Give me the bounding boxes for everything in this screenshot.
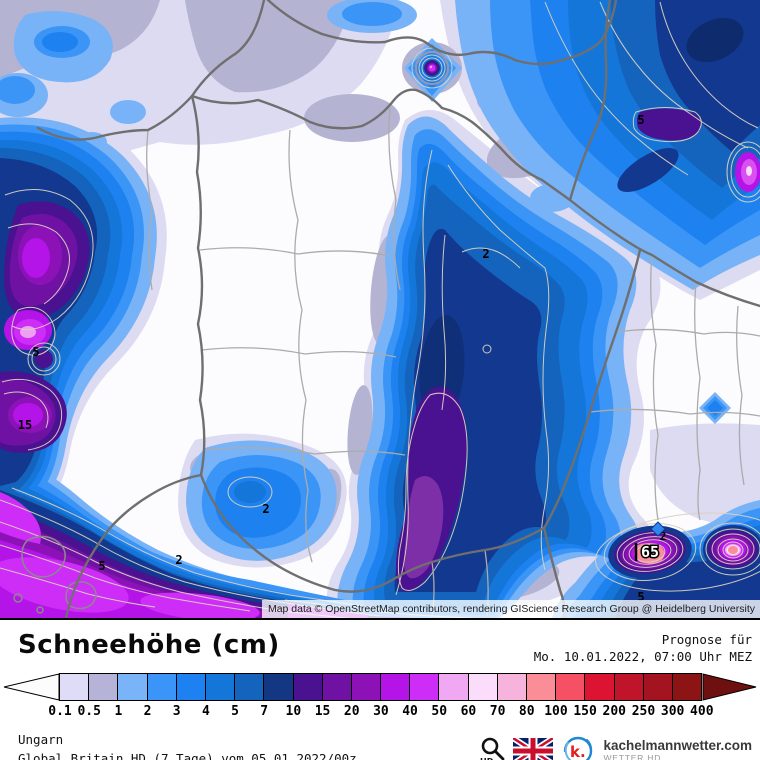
legend-color-step — [234, 672, 265, 701]
country-borders — [36, 0, 760, 618]
brand-tagline-label: WETTER HD — [603, 753, 662, 760]
page-title: Schneehöhe (cm) — [18, 630, 280, 660]
legend-color-step — [438, 672, 469, 701]
forecast-datetime: Mo. 10.01.2022, 07:00 Uhr MEZ — [533, 648, 752, 664]
legend-ticks: 0.1 0.5 1 2 3 4 5 7 10 15 20 30 40 50 60… — [48, 703, 714, 719]
legend-color-step — [671, 672, 703, 701]
forecast-time-block: Prognose für Mo. 10.01.2022, 07:00 Uhr M… — [534, 630, 752, 666]
snow-depth-legend: 0.1 0.5 1 2 3 4 5 7 10 15 20 30 40 50 60… — [2, 672, 758, 723]
snow-core-layer — [0, 64, 757, 618]
legend-color-step — [292, 672, 323, 701]
map-attribution: Map data © OpenStreetMap contributors, r… — [261, 600, 760, 618]
legend-color-step — [409, 672, 440, 701]
svg-text:HD: HD — [480, 757, 494, 760]
kachelmann-logo-icon: k. — [563, 735, 594, 760]
map-label: 2 — [660, 530, 667, 543]
branding-block: HD k. kachelmannwetter.com — [479, 731, 752, 760]
map-label: 5 — [637, 590, 644, 604]
legend-color-step — [350, 672, 382, 701]
info-panel: Schneehöhe (cm) Prognose für Mo. 10.01.2… — [0, 620, 760, 760]
legend-color-step — [146, 672, 177, 701]
uk-flag-icon — [513, 737, 554, 760]
map-value-labels: 2 5 2 5 15 5 2 2 65 5 — [18, 113, 667, 604]
lake-outlines — [13, 535, 97, 614]
magnifier-hd-icon: HD — [480, 737, 505, 760]
map-label-max: 65 — [641, 543, 659, 561]
map-canvas[interactable]: 2 5 2 5 15 5 2 2 65 5 Map data © OpenStr… — [0, 0, 760, 620]
station-marker-icon — [650, 521, 666, 537]
legend-color-step — [642, 672, 673, 701]
map-label: 5 — [32, 345, 39, 359]
map-label: 5 — [98, 559, 105, 573]
legend-color-step — [204, 672, 236, 701]
legend-arrow-left-icon — [3, 673, 60, 701]
legend-color-step — [175, 672, 206, 701]
legend-color-step — [88, 672, 119, 701]
legend-color-step — [584, 672, 615, 701]
legend-color-step — [555, 672, 586, 701]
legend-color-step — [526, 672, 557, 701]
legend-color-step — [263, 672, 294, 701]
legend-color-step — [380, 672, 411, 701]
forecast-label: Prognose für — [661, 632, 752, 647]
map-label: 15 — [18, 418, 32, 432]
map-label: 2 — [175, 553, 182, 567]
snow-depth-map-graphic: 2 5 2 5 15 5 2 2 65 5 — [0, 0, 760, 618]
brand-site-label: kachelmannwetter.com — [603, 738, 752, 754]
map-label: 2 — [482, 247, 489, 261]
model-run-label: Global Britain HD (7 Tage) vom 05.01.202… — [18, 750, 357, 760]
legend-color-step — [496, 672, 527, 701]
svg-text:k.: k. — [570, 743, 586, 760]
legend-arrow-right-icon — [702, 673, 757, 701]
legend-color-step — [117, 672, 148, 701]
legend-color-step — [321, 672, 352, 701]
map-label: 2 — [262, 502, 269, 516]
legend-color-step — [59, 672, 90, 701]
model-info-block: Ungarn Global Britain HD (7 Tage) vom 05… — [18, 731, 357, 760]
region-label: Ungarn — [18, 731, 64, 747]
legend-color-step — [613, 672, 644, 701]
legend-color-step — [467, 672, 498, 701]
map-label: 5 — [637, 113, 644, 127]
